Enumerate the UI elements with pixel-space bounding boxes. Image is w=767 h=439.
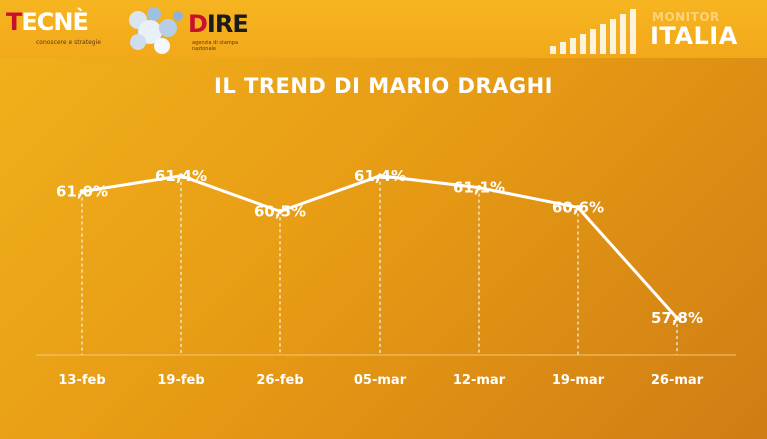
bars-logo-icon [550, 9, 636, 54]
data-point [674, 315, 680, 321]
data-point [277, 208, 283, 214]
dire-logo: DIRE agenzia di stampa nazionale [188, 10, 254, 52]
tecne-logo-rest: ECNÈ [21, 8, 88, 36]
x-tick-label: 19-mar [552, 373, 605, 388]
drop-lines [81, 175, 678, 355]
chart-title: IL TREND DI MARIO DRAGHI [214, 74, 553, 98]
monitor-logo-big: ITALIA [650, 22, 738, 50]
data-label: 61,0% [56, 183, 108, 201]
data-point [476, 185, 482, 191]
monitor-logo-small: MONITOR [652, 10, 720, 24]
x-tick-label: 26-feb [256, 373, 303, 388]
data-label: 61,1% [453, 179, 505, 197]
series-line-group [79, 173, 680, 321]
data-point [575, 204, 581, 210]
data-point [79, 189, 85, 195]
x-tick-label: 26-mar [651, 373, 704, 388]
data-label: 60,5% [254, 202, 306, 220]
x-tick-labels: 13-feb 19-feb 26-feb 05-mar 12-mar 19-mar 26-m… [58, 373, 703, 388]
tecne-logo-t: T [6, 8, 22, 36]
x-tick-label: 12-mar [453, 373, 506, 388]
data-label: 60,6% [552, 198, 604, 216]
tecne-logo-text: TECNÈ [6, 8, 89, 36]
monitor-italia-logo: MONITOR ITALIA [548, 8, 758, 56]
dire-logo-d: D [188, 10, 208, 38]
data-label: 61,4% [354, 167, 406, 185]
tecne-tagline: conoscere e strategie [36, 39, 101, 46]
x-tick-label: 19-feb [157, 373, 204, 388]
tecne-logo: TECNÈ conoscere e strategie [6, 8, 118, 48]
dire-logo-text: DIRE [188, 10, 249, 38]
data-point [377, 173, 383, 179]
x-tick-label: 13-feb [58, 373, 105, 388]
data-label: 61,4% [155, 167, 207, 185]
dire-logo-rest: IRE [206, 10, 249, 38]
data-label: 57,8% [651, 309, 703, 327]
dire-tagline: agenzia di stampa nazionale [192, 40, 239, 52]
cubes-logo-icon [129, 7, 183, 54]
data-labels: 61,0% 61,4% 60,5% 61,4% 61,1% 60,6% 57,8% [56, 167, 703, 327]
header-bar: TECNÈ conoscere e strategie DIRE agenzia… [0, 0, 767, 58]
data-point [178, 173, 184, 179]
x-tick-label: 05-mar [354, 373, 407, 388]
